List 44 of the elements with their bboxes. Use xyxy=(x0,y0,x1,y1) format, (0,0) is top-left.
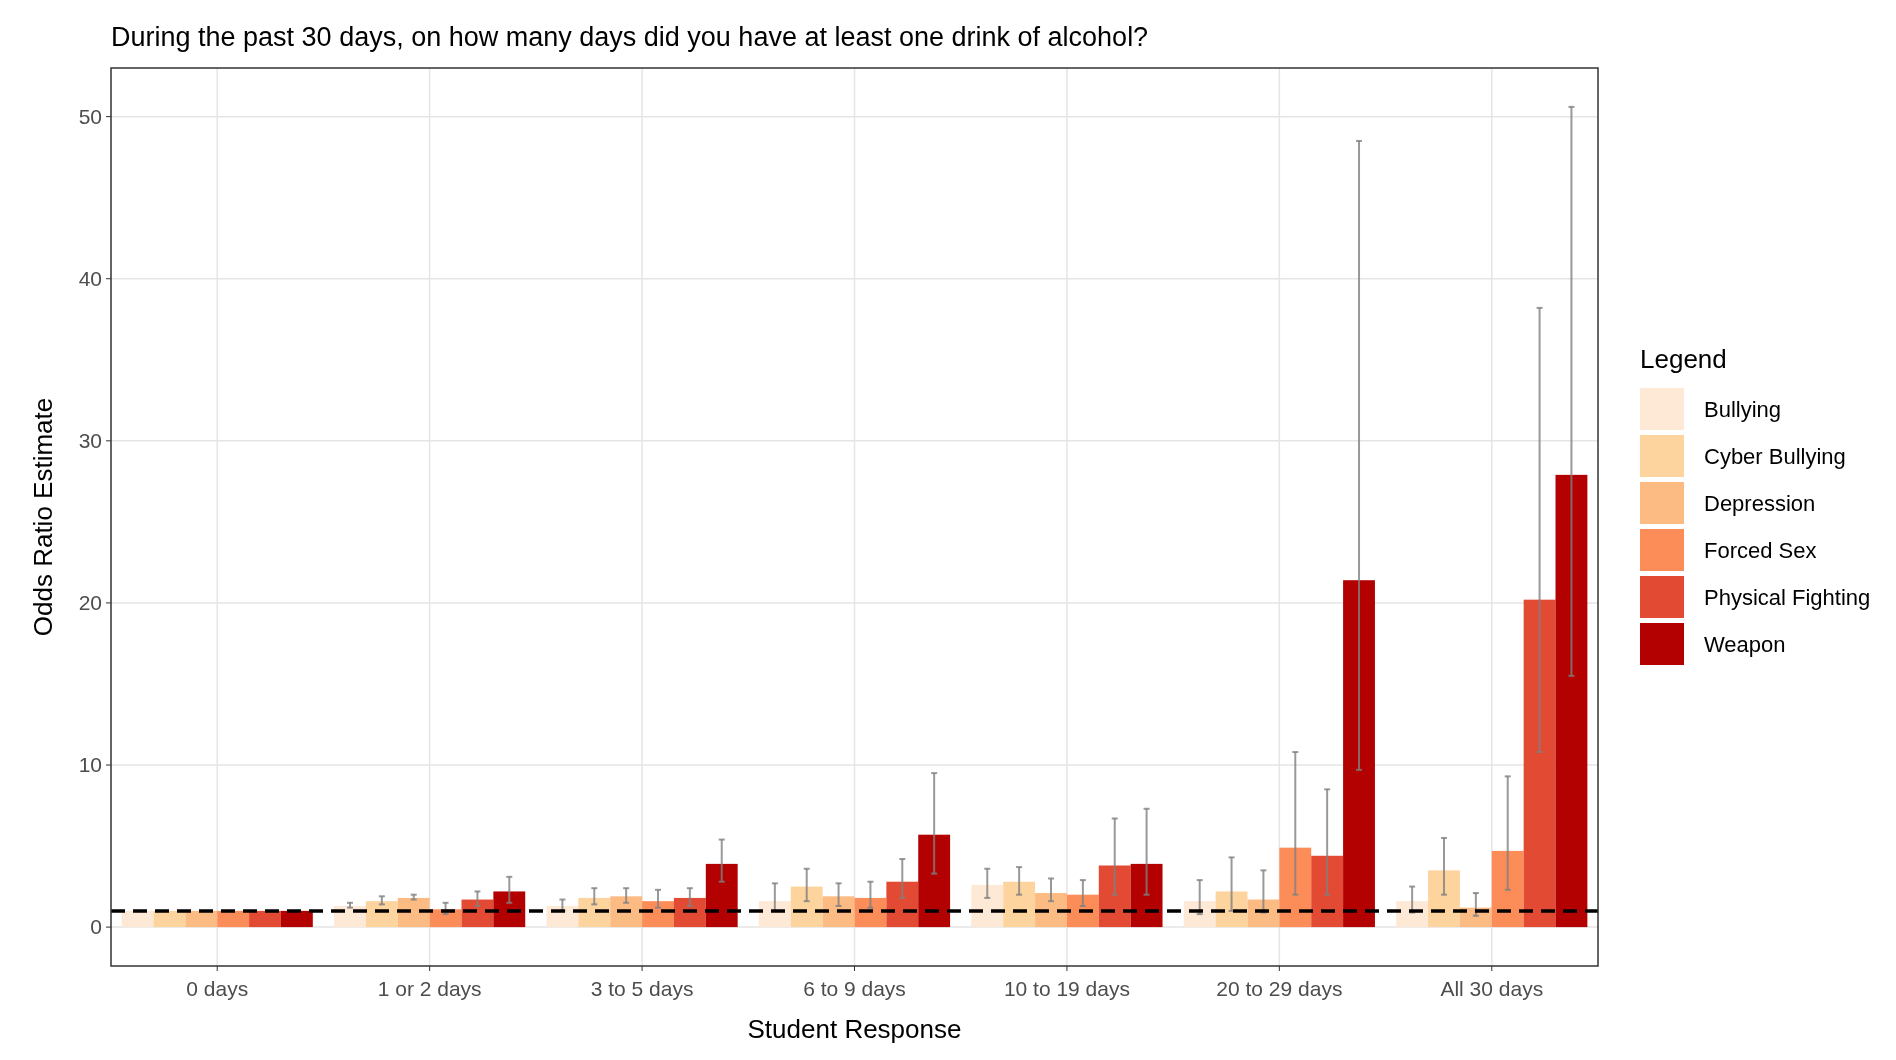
bar xyxy=(1098,865,1131,928)
legend-label: Forced Sex xyxy=(1704,537,1817,563)
bar xyxy=(1428,870,1460,928)
bar xyxy=(1343,580,1375,928)
bar xyxy=(610,896,643,928)
x-tick-label: 20 to 29 days xyxy=(1216,977,1343,1000)
y-tick-label: 40 xyxy=(78,267,102,291)
y-tick-label: 30 xyxy=(78,429,102,453)
bar xyxy=(1491,850,1524,928)
bar xyxy=(217,910,250,928)
x-tick-label: All 30 days xyxy=(1440,977,1544,1000)
y-tick-label: 0 xyxy=(90,915,102,939)
bar xyxy=(153,910,186,928)
bar xyxy=(918,834,951,928)
bar xyxy=(280,910,313,928)
legend-label: Depression xyxy=(1704,490,1816,516)
x-tick-label: 0 days xyxy=(186,977,249,1000)
y-tick-label: 20 xyxy=(78,591,102,615)
x-tick-label: 3 to 5 days xyxy=(590,977,694,1000)
x-tick-label: 10 to 19 days xyxy=(1003,977,1130,1000)
x-tick-label: 6 to 9 days xyxy=(803,977,906,1000)
legend-label: Weapon xyxy=(1704,631,1786,657)
legend-label: Cyber Bullying xyxy=(1704,443,1846,469)
bar xyxy=(365,901,398,928)
y-tick-label: 50 xyxy=(78,104,102,128)
bar xyxy=(493,891,526,928)
bar xyxy=(705,863,738,928)
bar xyxy=(1523,599,1556,928)
chart-title: During the past 30 days, on how many days did you have at least one drink of alcohol? xyxy=(111,22,1149,52)
legend-label: Physical Fighting xyxy=(1704,584,1871,610)
bar xyxy=(185,910,218,928)
bar xyxy=(790,886,823,928)
bar xyxy=(249,910,281,928)
bar xyxy=(1130,863,1163,928)
bar xyxy=(1279,847,1312,928)
bar xyxy=(1555,474,1588,928)
bar xyxy=(1311,855,1344,928)
x-tick-label: 1 or 2 days xyxy=(377,977,482,1000)
y-tick-label: 10 xyxy=(78,753,102,777)
y-axis-title: Odds Ratio Estimate xyxy=(28,397,58,637)
legend-label: Bullying xyxy=(1704,396,1782,422)
legend-title: Legend xyxy=(1640,344,1727,374)
x-axis-title: Student Response xyxy=(747,1014,962,1044)
bar xyxy=(1003,881,1036,928)
